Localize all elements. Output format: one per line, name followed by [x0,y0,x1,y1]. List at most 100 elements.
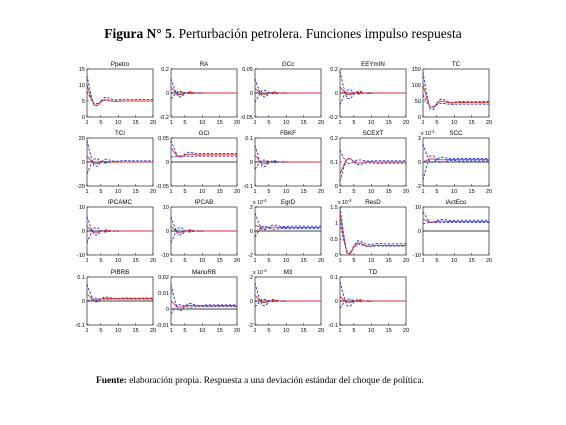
x-tick-label: 5 [99,189,102,195]
y-tick-label: 0.02 [158,275,169,281]
y-tick-label: 0.01 [158,291,169,297]
x-tick-label: 20 [150,189,156,195]
x-tick-label: 20 [403,189,409,195]
x-tick-label: 1 [338,189,341,195]
x-tick-label: 1 [338,120,341,126]
y-tick-label: -2 [248,323,253,329]
panel-title: lActEco [446,199,468,206]
x-tick-label: 10 [199,120,205,126]
x-tick-label: 1 [85,258,88,264]
response-line [86,155,153,165]
response-line [422,158,489,163]
upper-band [422,143,489,163]
upper-band [170,284,237,311]
x-tick-label: 15 [301,258,307,264]
panel-title: GCi [199,130,210,137]
lower-band [339,157,406,182]
x-tick-label: 10 [199,258,205,264]
y-tick-label: 10 [79,83,85,89]
y-tick-label: 15 [79,67,85,73]
x-tick-label: 20 [318,189,324,195]
exponent-label: x 10-4 [338,198,352,206]
panel-pibrb: PIBRB-0.100.11 5 10 15 20 [75,269,156,334]
x-tick-label: 1 [169,258,172,264]
y-tick-label: 0 [335,91,338,97]
y-tick-label: 0 [250,299,253,305]
exponent-label: x 10-3 [253,268,267,276]
x-tick-label: 10 [283,189,289,195]
x-tick-label: 1 [253,189,256,195]
x-tick-label: 20 [403,120,409,126]
y-tick-label: -10 [77,253,85,259]
x-tick-label: 20 [150,328,156,334]
y-tick-label: 100 [412,83,421,89]
y-tick-label: 0.1 [245,136,253,142]
x-tick-label: 1 [253,258,256,264]
y-tick-label: -10 [161,253,169,259]
response-line [339,86,406,96]
upper-band [339,206,406,255]
response-line [422,218,489,223]
y-tick-label: 0 [166,229,169,235]
x-tick-label: 1 [338,328,341,334]
response-line [254,294,321,304]
x-tick-label: 10 [451,120,457,126]
x-tick-label: 10 [115,120,121,126]
response-line [170,300,237,308]
x-tick-label: 10 [451,189,457,195]
x-tick-label: 10 [199,328,205,334]
y-tick-label: 0 [166,91,169,97]
panel-frame [170,276,238,326]
y-tick-label: 0 [82,160,85,166]
y-tick-label: 2 [250,275,253,281]
x-tick-label: 20 [403,258,409,264]
panel-title: TC [452,61,461,68]
x-tick-label: 10 [115,189,121,195]
response-line [339,213,406,255]
x-tick-label: 10 [368,328,374,334]
response-line [339,295,406,303]
response-line [339,158,406,175]
lower-band [254,225,321,238]
panel-title: ResD [365,199,381,206]
y-tick-label: 0.05 [242,67,253,73]
y-tick-label: 10 [415,205,421,211]
y-tick-label: 0 [335,184,338,190]
y-tick-label: 0 [335,253,338,259]
panel-title: SCC [449,130,463,137]
y-tick-label: -0.01 [156,323,169,329]
x-tick-label: 5 [183,120,186,126]
exponent-label: x 10-4 [253,198,267,206]
panel-title: FBKF [280,130,296,137]
x-tick-label: 15 [469,258,475,264]
lower-band [422,155,489,181]
x-tick-label: 1 [169,189,172,195]
panel-fbkf: FBKF-0.100.11 5 10 15 20 [243,130,324,195]
x-tick-label: 10 [115,258,121,264]
panel-frame [86,68,154,118]
x-tick-label: 5 [183,258,186,264]
x-tick-label: 10 [283,258,289,264]
x-tick-label: 20 [486,258,492,264]
x-tick-label: 1 [85,120,88,126]
y-tick-label: 0 [418,160,421,166]
lower-band [170,304,237,315]
y-tick-label: -10 [413,253,421,259]
x-tick-label: 1 [169,328,172,334]
x-tick-label: 5 [435,189,438,195]
x-tick-label: 15 [301,189,307,195]
x-tick-label: 20 [318,120,324,126]
x-tick-label: 10 [368,189,374,195]
y-tick-label: -0.1 [243,184,253,190]
panel-eeymtn: EEYmtN-0.200.21 5 10 15 20 [328,61,409,126]
x-tick-label: 15 [386,328,392,334]
x-tick-label: 1 [338,258,341,264]
panel-title: TCI [115,130,125,137]
y-tick-label: 0 [82,299,85,305]
y-tick-label: 0.2 [330,136,338,142]
y-tick-label: 0.1 [77,275,85,281]
